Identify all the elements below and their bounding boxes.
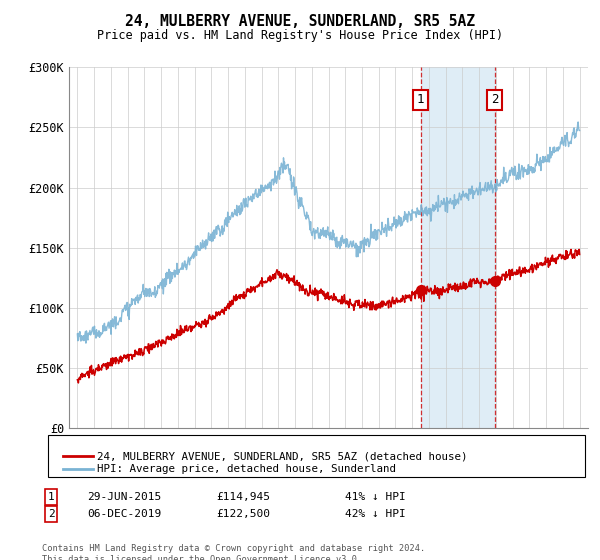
Text: Price paid vs. HM Land Registry's House Price Index (HPI): Price paid vs. HM Land Registry's House … (97, 29, 503, 42)
Text: 42% ↓ HPI: 42% ↓ HPI (345, 509, 406, 519)
Text: 24, MULBERRY AVENUE, SUNDERLAND, SR5 5AZ (detached house): 24, MULBERRY AVENUE, SUNDERLAND, SR5 5AZ… (97, 451, 468, 461)
Text: Contains HM Land Registry data © Crown copyright and database right 2024.
This d: Contains HM Land Registry data © Crown c… (42, 544, 425, 560)
Text: 2: 2 (491, 93, 499, 106)
Text: 41% ↓ HPI: 41% ↓ HPI (345, 492, 406, 502)
Text: 06-DEC-2019: 06-DEC-2019 (87, 509, 161, 519)
Bar (421, 67, 494, 428)
Text: 1: 1 (47, 492, 55, 502)
Text: HPI: Average price, detached house, Sunderland: HPI: Average price, detached house, Sund… (97, 464, 396, 474)
Text: 29-JUN-2015: 29-JUN-2015 (87, 492, 161, 502)
Text: £114,945: £114,945 (216, 492, 270, 502)
Text: £122,500: £122,500 (216, 509, 270, 519)
Text: 1: 1 (417, 93, 424, 106)
Text: 2: 2 (47, 509, 55, 519)
Text: 24, MULBERRY AVENUE, SUNDERLAND, SR5 5AZ: 24, MULBERRY AVENUE, SUNDERLAND, SR5 5AZ (125, 14, 475, 29)
